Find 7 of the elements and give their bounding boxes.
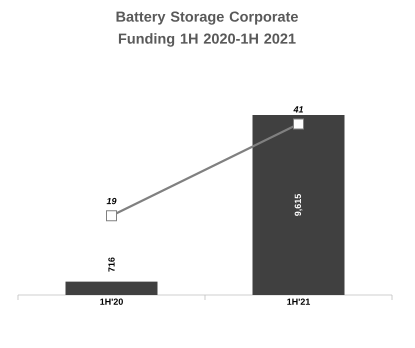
data-label: 19 — [106, 198, 116, 204]
data-label: 41 — [293, 106, 303, 112]
x-tick-label: 1H'20 — [100, 298, 123, 305]
data-label: 716 — [108, 257, 115, 272]
x-tick-label: 1H'21 — [287, 298, 310, 305]
chart-title: Battery Storage Corporate Funding 1H 2020-1H 2021 — [116, 12, 298, 47]
data-label: 9,615 — [294, 194, 302, 216]
